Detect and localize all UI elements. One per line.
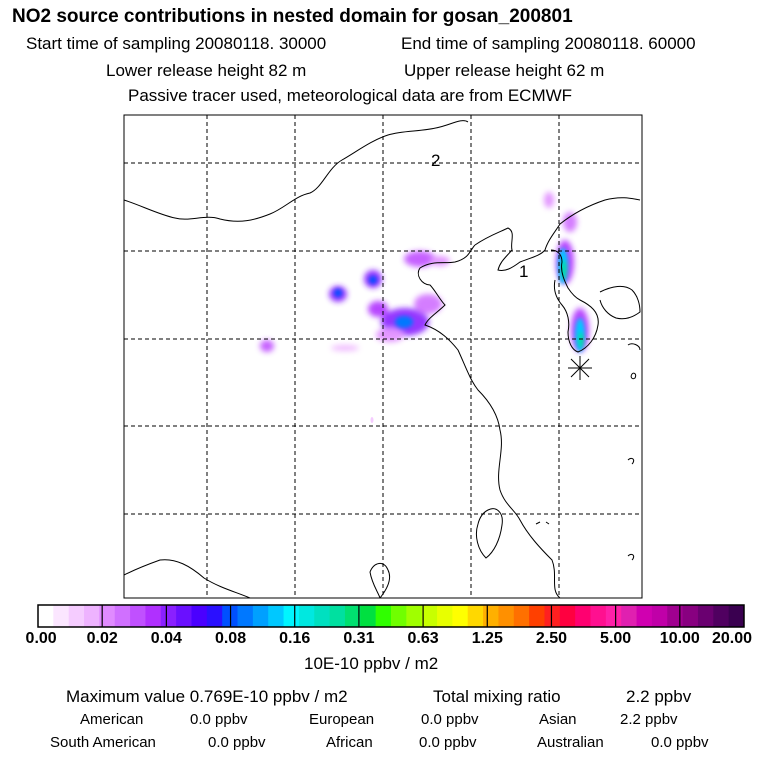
colorbar-cell — [406, 605, 423, 627]
colorbar-tick-label: 0.04 — [150, 630, 182, 647]
colorbar-cell — [421, 605, 438, 627]
colorbar-cell — [544, 605, 561, 627]
colorbar-tick-label: 0.08 — [214, 630, 247, 647]
colorbar-cell — [498, 605, 515, 627]
colorbar-cell — [84, 605, 100, 627]
colorbar-cell — [682, 605, 699, 627]
coastlines — [123, 120, 641, 599]
colorbar-tick-label: 20.00 — [711, 630, 753, 647]
colorbar-cell — [697, 605, 714, 627]
colorbar-cell — [206, 605, 223, 627]
colorbar-cell — [298, 605, 315, 627]
asian-label: Asian — [539, 711, 577, 728]
african-value: 0.0 ppbv — [419, 734, 477, 751]
colorbar-cell — [437, 605, 453, 627]
colorbar-cell — [605, 605, 622, 627]
colorbar-cell — [38, 605, 54, 627]
colorbar-units: 10E-10 ppbv / m2 — [304, 654, 439, 673]
colorbar-cell — [529, 605, 545, 627]
colorbar-cell — [513, 605, 530, 627]
colorbar-cell — [130, 605, 146, 627]
american-value: 0.0 ppbv — [190, 711, 248, 728]
colorbar-cell — [636, 605, 653, 627]
colorbar-cell — [329, 605, 346, 627]
end-time: End time of sampling 20080118. 60000 — [401, 34, 696, 53]
european-label: European — [309, 711, 375, 728]
colorbar-tick-label: 1.25 — [471, 630, 503, 647]
colorbar-cell — [360, 605, 377, 627]
colorbar-cell — [559, 605, 576, 627]
australian-label: Australian — [537, 734, 604, 751]
lower-release-height: Lower release height 82 m — [106, 61, 307, 80]
colorbar-cell — [728, 605, 745, 627]
colorbar-cell — [53, 605, 70, 627]
colorbar-cell — [114, 605, 131, 627]
colorbar-cell — [651, 605, 668, 627]
colorbar-cell — [590, 605, 607, 627]
page-title: NO2 source contributions in nested domai… — [12, 6, 573, 27]
colorbar-tick-label: 5.00 — [600, 630, 632, 647]
tracer-note: Passive tracer used, meteorological data… — [128, 86, 573, 105]
colorbar-tick-label: 10.00 — [659, 630, 700, 647]
colorbar-cell — [160, 605, 177, 627]
colorbar-cell — [145, 605, 162, 627]
south-american-value: 0.0 ppbv — [208, 734, 266, 751]
colorbar-tick-label: 0.63 — [407, 630, 439, 647]
asian-value: 2.2 ppbv — [620, 711, 678, 728]
total-mixing-value: 2.2 ppbv — [626, 687, 692, 706]
total-mixing-label: Total mixing ratio — [433, 687, 561, 706]
colorbar-cell — [283, 605, 300, 627]
colorbar-cell — [237, 605, 254, 627]
colorbar-tick-label: 2.50 — [535, 630, 568, 647]
map-frame — [123, 114, 643, 599]
colorbar-cell — [314, 605, 331, 627]
colorbar-tick-label: 0.31 — [343, 630, 375, 647]
colorbar-cell — [483, 605, 499, 627]
colorbar-cell — [391, 605, 407, 627]
max-value: Maximum value 0.769E-10 ppbv / m2 — [66, 687, 348, 706]
colorbar-cell — [68, 605, 85, 627]
colorbar-tick-label: 0.00 — [25, 630, 57, 647]
colorbar-tick-label: 0.02 — [86, 630, 118, 647]
colorbar-cell — [667, 605, 684, 627]
colorbar-cell — [713, 605, 730, 627]
australian-value: 0.0 ppbv — [651, 734, 709, 751]
domain-label-2: 2 — [431, 151, 440, 170]
colorbar-tick-label: 0.16 — [279, 630, 311, 647]
colorbar-cell — [452, 605, 469, 627]
colorbar-cell — [375, 605, 392, 627]
map-gridlines — [124, 115, 642, 598]
south-american-label: South American — [50, 734, 156, 751]
colorbar-cell — [176, 605, 192, 627]
domain-label-1: 1 — [519, 262, 528, 281]
colorbar-cell — [344, 605, 361, 627]
start-time: Start time of sampling 20080118. 30000 — [26, 34, 327, 53]
colorbar-cell — [575, 605, 592, 627]
european-value: 0.0 ppbv — [421, 711, 479, 728]
american-label: American — [80, 711, 144, 728]
colorbar-cell — [268, 605, 285, 627]
african-label: African — [326, 734, 373, 751]
asterisk-icon — [568, 356, 592, 380]
colorbar-cell — [621, 605, 638, 627]
colorbar-cell — [99, 605, 116, 627]
colorbar-cell — [467, 605, 484, 627]
colorbar-frame — [37, 604, 745, 628]
upper-release-height: Upper release height 62 m — [404, 61, 605, 80]
colorbar-cell — [252, 605, 269, 627]
colorbar-cell — [191, 605, 208, 627]
